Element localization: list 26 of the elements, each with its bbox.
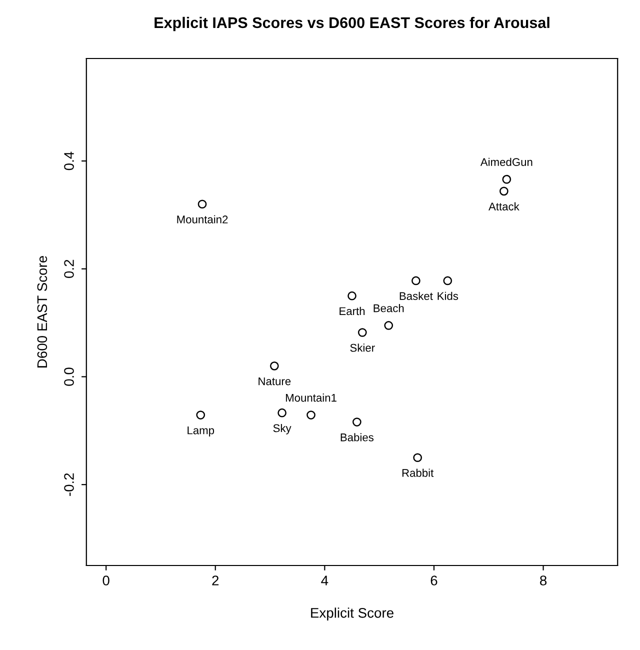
- annotation: Sky: [273, 424, 292, 434]
- annotation: Lamp: [188, 426, 214, 436]
- y-tick-label: 0.2: [64, 260, 74, 278]
- chart-title: Explicit IAPS Scores vs D600 EAST Scores for Arousal: [154, 16, 550, 32]
- annotation: Skier: [350, 344, 375, 352]
- y-tick-label: -0.2: [64, 473, 74, 496]
- annotation: Rabbit: [402, 468, 434, 477]
- annotation: Attack: [488, 202, 520, 210]
- annotation: Nature: [258, 377, 291, 386]
- y-axis-title: D600 EAST Score: [37, 256, 48, 368]
- y-tick-label: 0.4: [64, 152, 74, 170]
- annotation: Basket: [400, 292, 433, 300]
- annotation: AimedGun: [480, 158, 532, 166]
- annotation: Mountain1: [286, 394, 336, 402]
- x-tick-label: 6: [430, 576, 438, 586]
- annotation: Mountain2: [177, 215, 228, 224]
- x-tick-label: 2: [212, 576, 219, 586]
- annotation: Babies: [340, 433, 374, 442]
- annotation: Earth: [340, 306, 365, 316]
- x-tick-label: 4: [321, 576, 328, 586]
- annotation: Beach: [374, 304, 404, 312]
- x-axis-title: Explicit Score: [311, 608, 394, 621]
- annotation: Kids: [438, 292, 458, 300]
- x-tick-label: 0: [102, 576, 110, 586]
- y-tick-label: 0.0: [64, 368, 74, 386]
- x-tick-label: 8: [540, 576, 547, 586]
